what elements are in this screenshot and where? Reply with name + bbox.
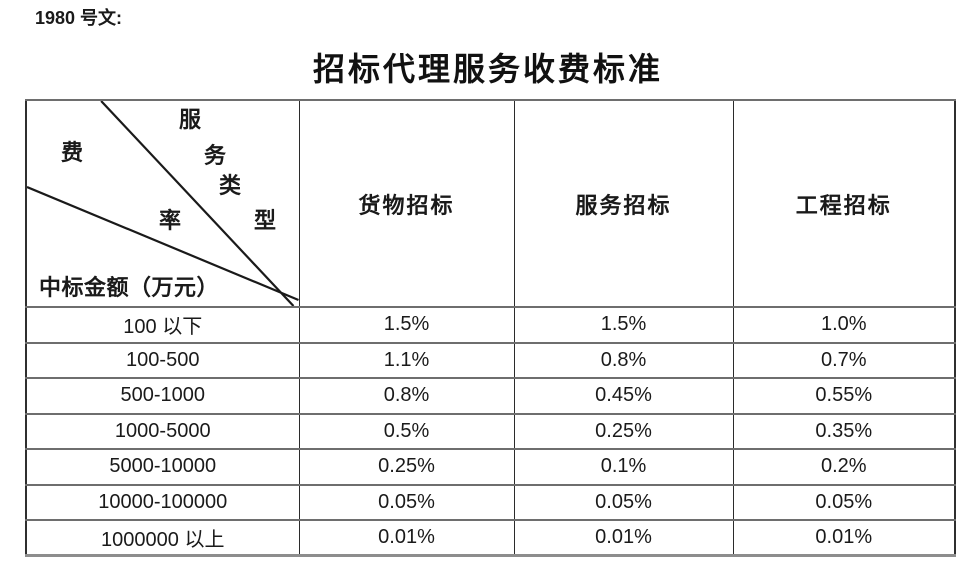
rate-cell: 0.01%: [298, 519, 515, 557]
table-row: 1000-5000 0.5% 0.25% 0.35%: [25, 412, 956, 450]
amount-range-cell: 500-1000: [25, 377, 300, 415]
amount-range-cell: 100 以下: [25, 306, 300, 344]
rate-cell: 0.05%: [513, 483, 734, 521]
page-title: 招标代理服务收费标准: [312, 51, 663, 87]
corner-label-type-char2: 务: [204, 143, 227, 168]
rate-cell: 1.0%: [732, 306, 956, 344]
column-header-goods: 货物招标: [298, 99, 515, 308]
rate-cell: 0.8%: [298, 377, 515, 415]
diagonal-line-upper: [100, 102, 295, 305]
rate-cell: 0.45%: [513, 377, 734, 415]
amount-range-cell: 10000-100000: [25, 483, 300, 521]
corner-label-type-char1: 服: [179, 107, 202, 132]
rate-cell: 0.01%: [732, 519, 956, 557]
amount-range-cell: 1000000 以上: [25, 519, 300, 557]
rate-cell: 1.1%: [298, 341, 515, 379]
table-header-row: 费 率 服 务 类 型 中标金额（万元） 货物招标 服务招标 工程招标: [25, 99, 956, 308]
rate-cell: 0.35%: [732, 412, 956, 450]
corner-label-type-char4: 型: [254, 208, 277, 233]
amount-range-cell: 100-500: [25, 341, 300, 379]
column-header-service: 服务招标: [513, 99, 734, 308]
rate-cell: 0.55%: [732, 377, 956, 415]
amount-range-cell: 1000-5000: [25, 412, 300, 450]
table-row: 10000-100000 0.05% 0.05% 0.05%: [25, 483, 956, 521]
doc-ref: 1980 号文:: [35, 8, 123, 28]
rate-cell: 1.5%: [298, 306, 515, 344]
rate-cell: 0.1%: [513, 448, 734, 486]
table-row: 5000-10000 0.25% 0.1% 0.2%: [25, 448, 956, 486]
rate-cell: 0.25%: [298, 448, 515, 486]
amount-range-cell: 5000-10000: [25, 448, 300, 486]
rate-cell: 0.01%: [513, 519, 734, 557]
corner-label-fee-char1: 费: [61, 140, 84, 165]
rate-cell: 0.05%: [732, 483, 956, 521]
table-row: 100 以下 1.5% 1.5% 1.0%: [25, 306, 956, 344]
table-row: 1000000 以上 0.01% 0.01% 0.01%: [25, 519, 956, 557]
fee-rate-table: 费 率 服 务 类 型 中标金额（万元） 货物招标 服务招标 工程招标 100 …: [25, 99, 956, 557]
diagonal-divider: [27, 102, 298, 305]
rate-cell: 0.05%: [298, 483, 515, 521]
rate-cell: 0.2%: [732, 448, 956, 486]
corner-label-fee-char2: 率: [159, 208, 182, 233]
rate-cell: 1.5%: [513, 306, 734, 344]
table-row: 100-500 1.1% 0.8% 0.7%: [25, 341, 956, 379]
rate-cell: 0.5%: [298, 412, 515, 450]
corner-label-type-char3: 类: [219, 173, 242, 198]
table-row: 500-1000 0.8% 0.45% 0.55%: [25, 377, 956, 415]
column-header-engineering: 工程招标: [732, 99, 956, 308]
corner-header-cell: 费 率 服 务 类 型 中标金额（万元）: [25, 99, 300, 308]
rate-cell: 0.7%: [732, 341, 956, 379]
rate-cell: 0.8%: [513, 341, 734, 379]
rate-cell: 0.25%: [513, 412, 734, 450]
diagonal-line-lower: [27, 185, 298, 301]
corner-label-amount: 中标金额（万元）: [39, 275, 220, 300]
